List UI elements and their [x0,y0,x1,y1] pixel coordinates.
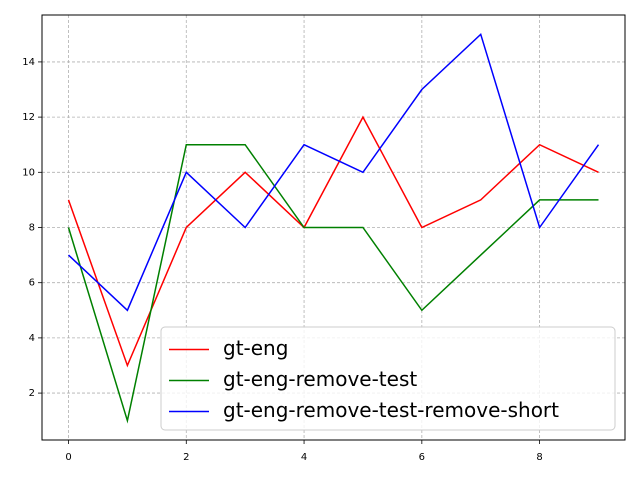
legend-label: gt-eng-remove-test [223,367,417,391]
y-tick-label: 4 [29,333,35,344]
y-tick-label: 2 [29,388,35,399]
line-series [67,115,599,368]
legend-label: gt-eng [223,336,288,360]
legend-box [160,326,616,431]
x-tick-label: 8 [536,452,542,463]
line-series [67,32,600,312]
y-tick-label: 14 [22,57,35,68]
y-tick-label: 8 [29,223,35,234]
x-tick-label: 2 [183,452,189,463]
plot-frame [41,14,626,441]
x-tick-label: 6 [419,452,425,463]
x-tick-label: 4 [301,452,307,463]
y-tick-label: 10 [22,167,35,178]
legend-label: gt-eng-remove-test-remove-short [223,398,559,422]
line-series [67,143,599,424]
x-tick-label: 0 [65,452,71,463]
y-tick-label: 12 [22,112,35,123]
y-tick-label: 6 [29,278,35,289]
